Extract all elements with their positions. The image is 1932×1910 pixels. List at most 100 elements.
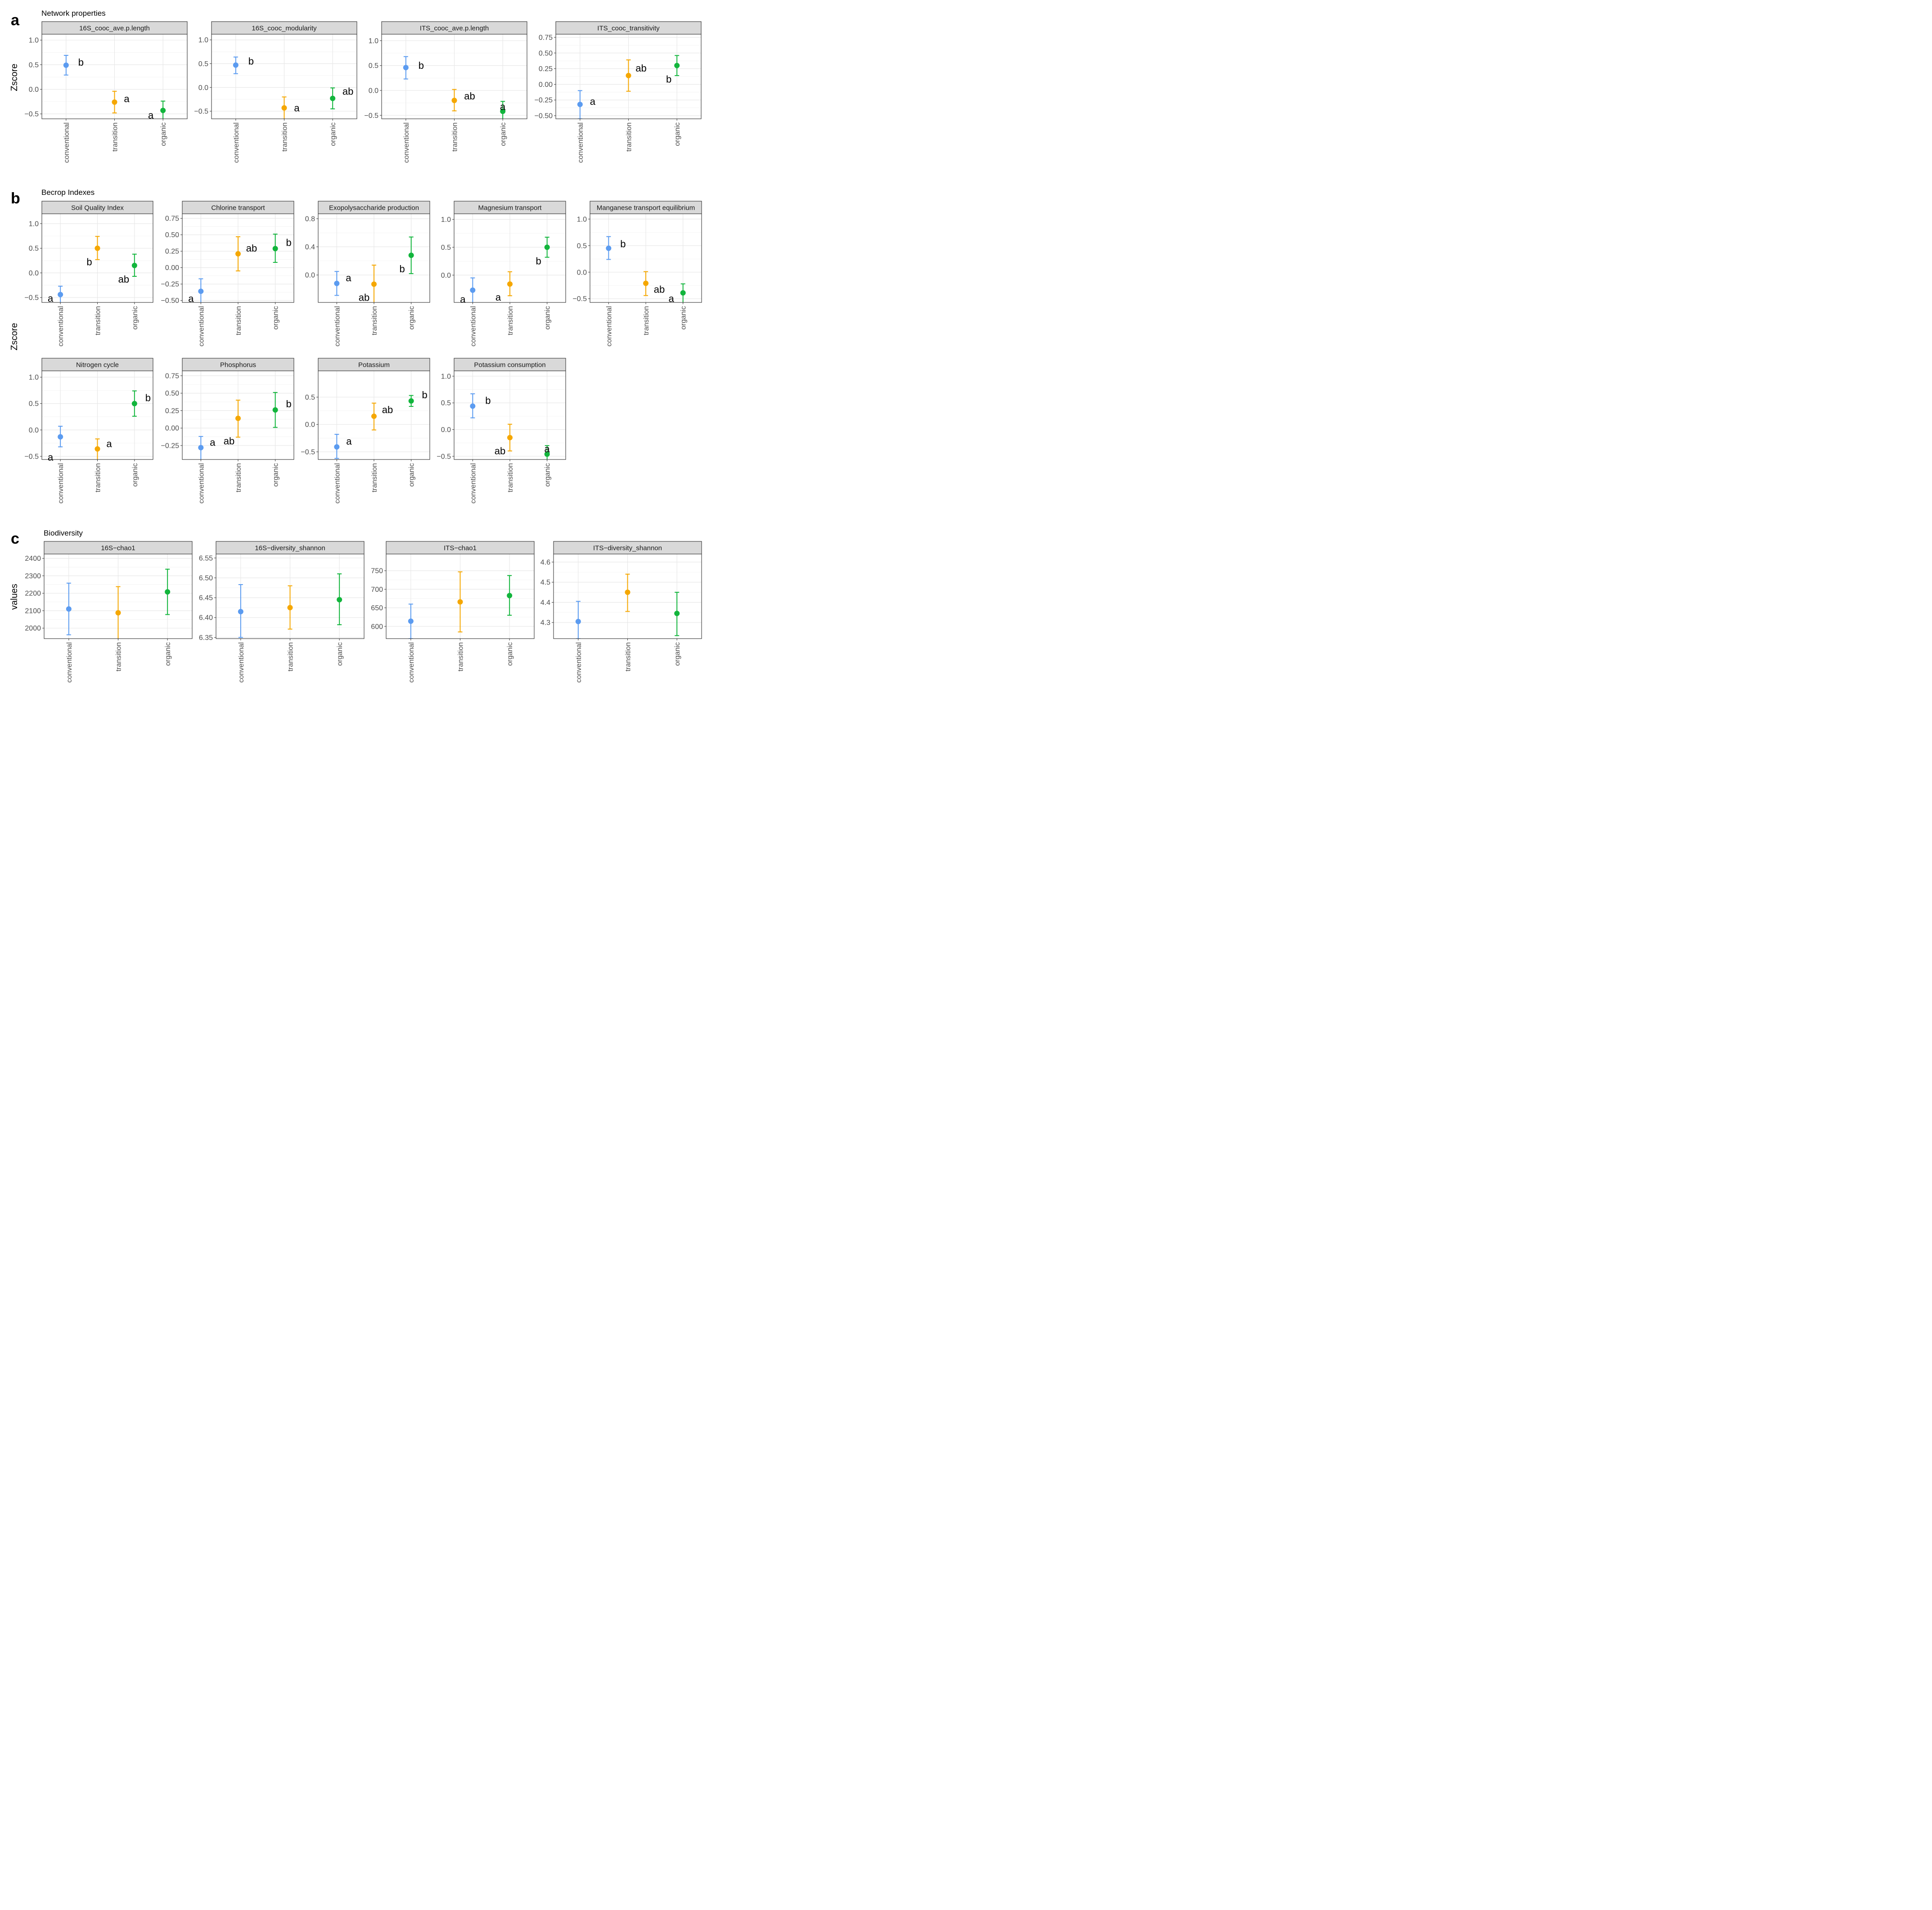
significance-letter: ab [118,274,129,285]
facet-panel: −0.5 0.0 0.5 1.0 conventional transition organ… [364,21,527,163]
figure-canvas: a Network properties Zscore b Becrop Ind… [9,9,702,683]
mean-point [272,407,278,413]
x-category-label: transition [281,122,289,152]
facet-panel: −0.50 −0.25 0.00 0.25 0.50 0.75 conventional tr… [161,201,294,347]
facet-panel: −0.5 0.0 0.5 conventional transition organic P… [301,358,430,504]
y-tick-label: 0.5 [29,245,39,252]
facet-strip-title: ITS−chao1 [444,545,477,552]
y-tick-label: 4.3 [540,619,550,627]
significance-letter: a [590,96,596,107]
y-tick-label: −0.5 [301,448,315,456]
mean-point [371,281,377,287]
mean-point [58,434,63,440]
facet-panels: −0.5 0.0 0.5 1.0 conventional transition organ… [24,21,702,683]
x-category-label: transition [95,306,102,335]
y-tick-label: 0.5 [305,394,315,401]
mean-point [334,280,340,286]
y-tick-label: −0.25 [535,97,553,104]
facet-strip [216,541,365,554]
facet-strip-title: 16S−chao1 [101,545,135,552]
x-category-label: organic [544,463,552,487]
x-category-label: transition [287,642,295,671]
significance-letter: b [248,56,254,67]
x-category-label: transition [235,306,243,335]
data-marks [58,390,137,459]
facet-panel: −0.5 0.0 0.5 1.0 conventional transition organ… [437,358,566,504]
data-marks [334,395,414,459]
significance-letter: b [666,74,671,85]
facet-strip-title: ITS_cooc_ave.p.length [420,25,489,32]
facet-strip-title: Potassium consumption [474,361,545,369]
x-category-label: conventional [198,463,205,504]
significance-letter: b [145,392,151,404]
y-tick-label: −0.50 [535,113,553,120]
facet-strip-title: ITS_cooc_transitivity [597,25,660,32]
panel-letter-b: b [11,190,20,207]
x-category-label: organic [500,122,507,146]
facet-strip-title: Soil Quality Index [71,204,124,212]
data-marks [233,56,336,119]
significance-letter: a [346,272,351,284]
y-tick-label: 0.00 [165,425,179,432]
x-category-label: organic [272,306,280,329]
significance-letter: b [400,263,405,275]
x-category-label: transition [112,122,119,152]
facet-strip [386,541,535,554]
facet-strip [318,201,430,214]
y-tick-label: 650 [371,604,383,612]
x-category-label: organic [408,463,416,487]
mean-point [408,252,414,258]
y-tick-label: 2300 [25,572,41,580]
mean-point [165,589,171,595]
y-tick-label: 0.5 [441,244,451,252]
y-tick-label: 0.0 [198,84,208,92]
data-marks [198,234,278,302]
facet-panel: 4.3 4.4 4.5 4.6 conventional transition organi… [540,541,702,683]
mean-point [470,403,476,409]
significance-letter: a [346,436,352,447]
y-tick-label: −0.5 [572,295,587,303]
y-tick-label: 1.0 [441,373,451,380]
y-tick-label: −0.25 [161,442,180,450]
y-tick-label: 0.25 [539,65,553,73]
y-axis-label-a: Zscore [9,63,19,91]
facet-strip [454,201,566,214]
mean-point [575,618,581,624]
x-category-label: transition [95,463,102,492]
y-tick-label: 750 [371,568,383,575]
y-tick-label: −0.50 [161,297,180,305]
x-category-label: conventional [238,642,245,683]
y-tick-label: 0.0 [577,269,587,276]
mean-point [606,245,612,251]
facet-panel: −0.5 0.0 0.5 1.0 conventional transition organ… [24,358,153,504]
y-tick-label: 0.0 [305,272,315,279]
significance-letter: a [500,101,506,112]
x-category-label: conventional [66,642,73,683]
mean-point [507,281,513,287]
facet-strip [318,358,430,371]
facet-panel: 2000 2100 2200 2300 2400 conventional transiti… [25,541,193,683]
panel-letter-c: c [11,530,19,547]
facet-strip-title: Nitrogen cycle [76,361,119,369]
section-title-b: Becrop Indexes [41,188,95,197]
significance-letter: b [86,257,92,268]
y-tick-label: −0.5 [24,111,39,118]
y-tick-label: 2200 [25,590,41,598]
y-tick-label: 0.5 [29,61,39,69]
significance-letter: b [485,395,491,406]
x-category-label: conventional [469,306,477,347]
x-category-label: organic [131,306,139,329]
y-tick-label: 0.50 [165,231,179,239]
facet-strip-title: 16S_cooc_modularity [252,25,317,32]
y-tick-label: 0.50 [539,50,553,57]
y-tick-label: 700 [371,586,383,594]
significance-letter: a [460,294,466,305]
facet-panel: −0.5 0.0 0.5 1.0 conventional transition organ… [572,201,702,347]
facet-strip-title: Potassium [358,361,390,369]
y-tick-label: −0.5 [437,453,451,460]
mean-point [281,105,287,111]
facet-strip-title: Phosphorus [220,361,256,369]
significance-letter: a [124,93,130,104]
x-category-label: conventional [63,122,71,163]
y-tick-label: 4.4 [540,599,550,607]
